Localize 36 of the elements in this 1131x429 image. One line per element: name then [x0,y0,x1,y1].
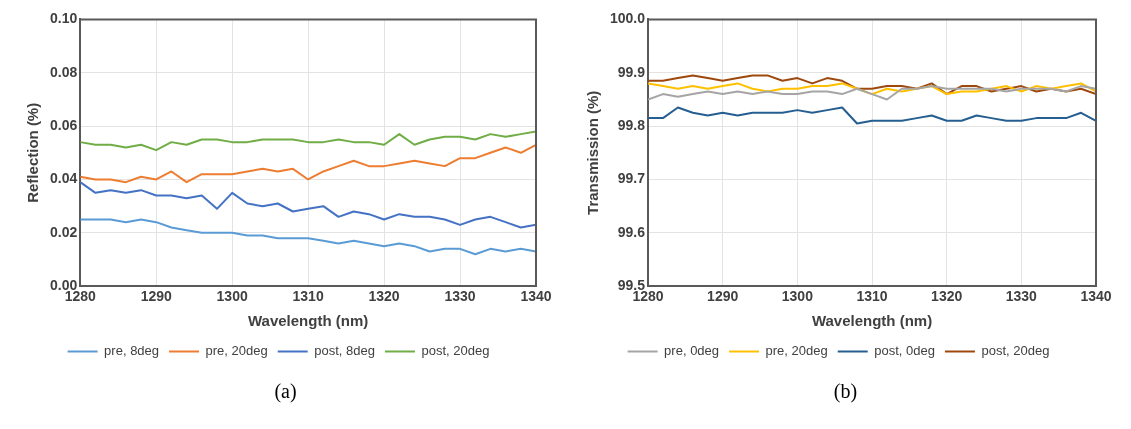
y-tick-label: 99.7 [617,170,645,187]
x-tick-label: 1340 [1079,288,1112,305]
y-tick-label: 0.04 [49,170,77,187]
y-tick-label: 0.08 [49,63,77,80]
y-axis-title: Reflection (%) [23,102,41,203]
legend-label: pre, 20deg [205,343,268,359]
x-tick-label: 1320 [930,288,962,305]
text: (a) [274,380,297,403]
x-tick-label: 1310 [855,288,888,305]
legend-label: post, 0deg [873,343,935,359]
legend-label: pre, 0deg [663,343,719,359]
y-axis-title: Transmission (%) [583,90,601,215]
x-tick-label: 1300 [781,288,813,305]
y-tick-label: 0.10 [49,10,77,27]
legend-label: post, 20deg [980,343,1049,359]
x-tick-label: 1320 [368,288,400,305]
text: (b) [833,380,858,403]
y-tick-label: 0.02 [49,223,77,240]
x-axis-title: Wavelength (nm) [811,312,932,330]
x-axis-title: Wavelength (nm) [247,312,368,330]
x-tick-label: 1330 [1005,288,1037,305]
x-tick-label: 1290 [140,288,172,305]
legend-label: post, 8deg [313,343,375,359]
y-tick-label: 99.6 [617,223,645,240]
legend-label: post, 20deg [420,343,489,359]
y-tick-label: 100.0 [609,10,645,27]
y-tick-label: 0.06 [49,116,77,133]
x-tick-label: 1330 [443,288,476,305]
y-tick-label: 99.8 [617,116,645,133]
legend-label: pre, 20deg [765,343,828,359]
y-tick-label: 99.9 [617,63,645,80]
legend-label: pre, 8deg [103,343,159,359]
x-tick-label: 1290 [706,288,738,305]
x-tick-label: 1340 [519,288,552,305]
x-tick-label: 1300 [216,288,248,305]
x-tick-label: 1310 [292,288,324,305]
